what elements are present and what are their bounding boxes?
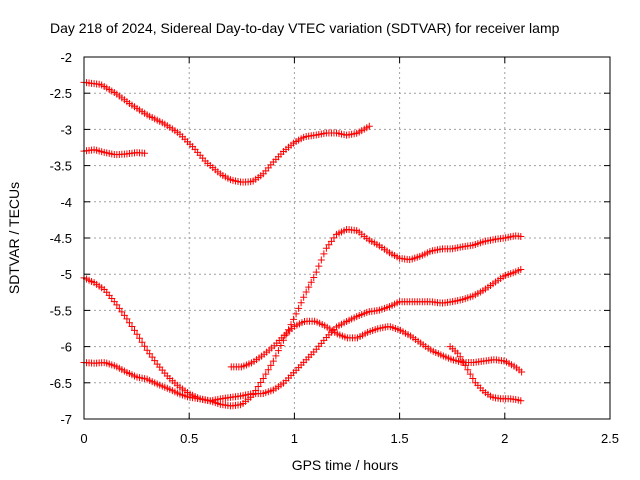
data-point: [141, 342, 149, 350]
y-tick-labels: -7 -6.5 -6 -5.5 -5 -4.5 -4 -3.5 -3 -2.5 -2: [50, 50, 72, 427]
data-point: [257, 379, 265, 387]
data-point: [120, 311, 128, 319]
data-point: [123, 315, 131, 323]
data-point: [459, 357, 467, 365]
data-point: [302, 288, 310, 296]
data-point: [274, 347, 282, 355]
x-tick-label: 0: [80, 431, 87, 446]
series-track-3: [80, 266, 525, 405]
x-tick-label: 0.5: [180, 431, 198, 446]
x-tick-label: 1.5: [391, 431, 409, 446]
series-track-1: [80, 78, 373, 186]
y-tick-label: -3.5: [50, 159, 72, 174]
data-point: [138, 338, 146, 346]
data-point: [267, 361, 275, 369]
x-tick-labels: 0 0.5 1 1.5 2 2.5: [80, 431, 619, 446]
data-point: [317, 256, 325, 264]
y-axis-label: SDTVAR / TECUs: [6, 182, 22, 294]
data-point: [461, 361, 469, 369]
data-point: [454, 349, 462, 357]
data-point: [254, 383, 262, 391]
data-point: [249, 391, 257, 398]
data-point: [133, 330, 141, 338]
data-point: [125, 319, 133, 327]
axis-ticks: [83, 56, 611, 420]
data-point: [269, 357, 277, 365]
data-point: [287, 321, 295, 329]
y-tick-label: -4.5: [50, 231, 72, 246]
data-point: [365, 122, 373, 130]
data-markers: [80, 78, 526, 410]
y-tick-label: -6.5: [50, 376, 72, 391]
data-point: [136, 334, 144, 342]
x-tick-label: 2.5: [601, 431, 619, 446]
data-point: [456, 353, 464, 361]
data-point: [300, 293, 308, 301]
y-tick-label: -5: [60, 267, 72, 282]
data-point: [469, 374, 477, 382]
data-point: [307, 278, 315, 286]
y-tick-label: -6: [60, 340, 72, 355]
data-point: [517, 266, 525, 274]
data-point: [252, 387, 260, 395]
data-point: [315, 262, 323, 270]
data-point: [464, 366, 472, 374]
series-track-2: [80, 146, 149, 159]
data-point: [277, 341, 285, 349]
data-point: [128, 323, 136, 331]
data-point: [295, 304, 303, 312]
data-point: [285, 326, 293, 334]
x-tick-label: 1: [291, 431, 298, 446]
data-point: [292, 310, 300, 318]
y-tick-label: -4: [60, 195, 72, 210]
data-point: [264, 366, 272, 374]
y-tick-label: -5.5: [50, 303, 72, 318]
data-point: [310, 273, 318, 281]
data-point: [312, 268, 320, 276]
data-point: [141, 149, 149, 157]
data-point: [130, 326, 138, 334]
x-axis-label: GPS time / hours: [292, 457, 399, 473]
grid-lines: [84, 57, 610, 419]
data-point: [262, 370, 270, 378]
data-point: [466, 370, 474, 378]
data-point: [517, 232, 525, 240]
data-point: [517, 397, 525, 405]
series-track-4: [80, 226, 525, 410]
data-point: [290, 315, 298, 323]
data-point: [518, 368, 526, 376]
y-tick-label: -3: [60, 122, 72, 137]
y-tick-label: -2.5: [50, 86, 72, 101]
data-point: [320, 250, 328, 258]
y-tick-label: -7: [60, 412, 72, 427]
x-tick-label: 2: [501, 431, 508, 446]
data-point: [297, 299, 305, 307]
data-point: [272, 352, 280, 360]
plot-frame: [83, 56, 611, 420]
chart-title: Day 218 of 2024, Sidereal Day-to-day VTE…: [50, 20, 560, 36]
data-point: [305, 283, 313, 291]
y-tick-label: -2: [60, 50, 72, 65]
series-track-5: [227, 317, 526, 376]
series-track-6: [446, 343, 525, 405]
data-point: [259, 374, 267, 382]
